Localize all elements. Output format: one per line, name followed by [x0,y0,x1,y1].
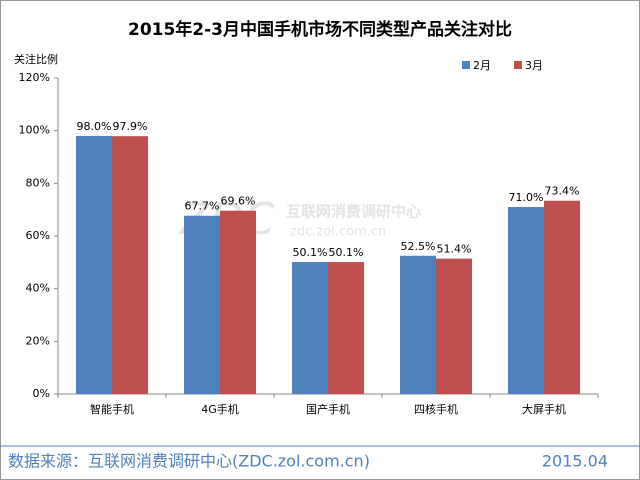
x-tick-label: 大屏手机 [522,402,566,416]
bar [400,255,436,394]
bar [292,262,328,394]
bar [328,262,364,394]
value-label: 71.0% [509,191,544,204]
value-label: 50.1% [329,246,364,259]
legend-label: 3月 [525,59,543,72]
y-axis-label: 关注比例 [14,52,58,66]
value-label: 52.5% [401,240,436,253]
value-label: 50.1% [293,246,328,259]
y-tick-label: 20% [26,334,50,347]
x-tick-label: 四核手机 [414,402,458,416]
value-label: 73.4% [545,185,580,198]
value-label: 98.0% [77,120,112,133]
value-label: 51.4% [437,243,472,256]
value-label: 97.9% [113,120,148,133]
y-tick-label: 60% [26,229,50,242]
x-tick-label: 4G手机 [201,402,239,416]
legend-swatch [514,61,522,69]
bar [544,200,580,394]
bar [436,258,472,394]
bar [76,135,112,394]
legend-swatch [462,61,470,69]
footer-date: 2015.04 [542,452,608,471]
bar [220,210,256,394]
chart-title: 2015年2-3月中国手机市场不同类型产品关注对比 [128,19,512,40]
legend-label: 2月 [473,59,491,72]
footer-source: 数据来源：互联网消费调研中心(ZDC.zol.com.cn) [8,452,370,471]
value-label: 69.6% [221,195,256,208]
y-tick-label: 80% [26,176,50,189]
y-tick-label: 0% [33,387,50,400]
bar [184,215,220,394]
watermark-url: zdc.zol.com.cn [290,225,386,240]
y-tick-label: 120% [19,71,50,84]
watermark-name: 互联网消费调研中心 [286,203,421,221]
bar [112,136,148,395]
y-tick-label: 100% [19,124,50,137]
y-tick-label: 40% [26,282,50,295]
bar [508,207,544,394]
x-tick-label: 智能手机 [90,402,134,416]
value-label: 67.7% [185,200,220,213]
x-tick-label: 国产手机 [306,402,350,416]
